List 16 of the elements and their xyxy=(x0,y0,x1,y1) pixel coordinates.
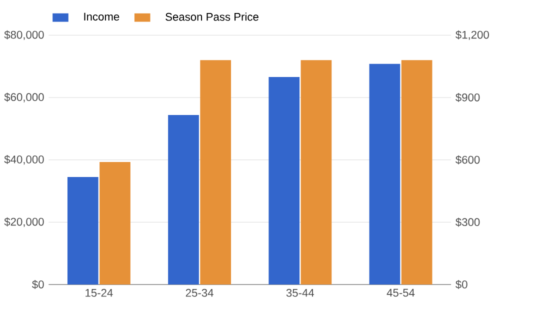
y-tick-label: $20,000 xyxy=(4,218,44,228)
y-tick-label: $60,000 xyxy=(4,92,44,103)
y-tick-label: $0 xyxy=(32,280,44,290)
x-tick-label: 45-54 xyxy=(386,289,415,297)
x-tick-label: 15-24 xyxy=(86,289,113,297)
y-tick-label: $40,000 xyxy=(4,155,44,165)
y2-tick-label: $0 xyxy=(456,280,468,290)
x-tick-label: 35-44 xyxy=(286,289,314,297)
y2-tick-label: $1,200 xyxy=(456,30,489,40)
y2-tick-label: $600 xyxy=(456,156,480,165)
y2-tick-label: $900 xyxy=(456,93,480,102)
x-tick-label: 25-34 xyxy=(186,289,214,297)
y2-tick-label: $300 xyxy=(456,218,480,227)
legend-label: Income xyxy=(84,13,120,21)
legend-label: Season Pass Price xyxy=(166,12,258,21)
y-tick-label: $80,000 xyxy=(4,30,44,40)
